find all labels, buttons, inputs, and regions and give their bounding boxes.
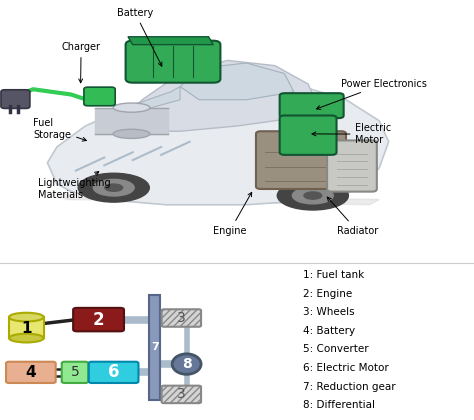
Ellipse shape: [277, 181, 348, 210]
FancyBboxPatch shape: [256, 131, 346, 189]
FancyBboxPatch shape: [126, 41, 220, 83]
Text: 5: 5: [71, 365, 79, 379]
Bar: [9, 317, 44, 338]
Text: Lightweighting
Materials: Lightweighting Materials: [38, 172, 110, 200]
Text: 3: 3: [177, 387, 186, 402]
Text: 4: Battery: 4: Battery: [303, 326, 355, 336]
Text: Fuel
Storage: Fuel Storage: [33, 118, 86, 141]
Ellipse shape: [9, 334, 44, 342]
Text: 8: Differential: 8: Differential: [303, 400, 375, 410]
Text: Electric
Motor: Electric Motor: [312, 123, 392, 145]
Text: 3: Wheels: 3: Wheels: [303, 307, 355, 317]
Text: 1: Fuel tank: 1: Fuel tank: [303, 270, 364, 280]
Polygon shape: [47, 79, 389, 205]
Text: 5: Converter: 5: Converter: [303, 344, 368, 354]
Ellipse shape: [78, 173, 149, 202]
Polygon shape: [118, 87, 180, 126]
Polygon shape: [128, 37, 213, 45]
Text: 8: 8: [182, 357, 191, 371]
Ellipse shape: [93, 179, 134, 196]
Text: 2: 2: [93, 311, 104, 328]
Text: Charger: Charger: [62, 42, 100, 83]
FancyBboxPatch shape: [280, 116, 337, 155]
FancyBboxPatch shape: [6, 362, 55, 383]
Text: Battery: Battery: [117, 8, 162, 66]
Text: 6: 6: [108, 363, 119, 381]
FancyBboxPatch shape: [84, 87, 115, 106]
Polygon shape: [180, 63, 294, 100]
Ellipse shape: [9, 313, 44, 321]
Text: 7: Reduction gear: 7: Reduction gear: [303, 382, 395, 391]
FancyBboxPatch shape: [162, 386, 201, 403]
Ellipse shape: [113, 129, 150, 139]
Ellipse shape: [304, 192, 322, 199]
FancyBboxPatch shape: [73, 308, 124, 331]
Text: 1: 1: [21, 321, 32, 336]
Polygon shape: [118, 60, 318, 131]
Polygon shape: [95, 108, 168, 134]
Text: 3: 3: [177, 311, 186, 325]
FancyBboxPatch shape: [1, 90, 30, 108]
FancyBboxPatch shape: [327, 140, 377, 192]
Text: Radiator: Radiator: [327, 197, 378, 236]
Text: 4: 4: [26, 365, 36, 380]
FancyBboxPatch shape: [162, 309, 201, 327]
Ellipse shape: [113, 103, 150, 112]
FancyBboxPatch shape: [280, 93, 344, 118]
Polygon shape: [57, 194, 379, 205]
Ellipse shape: [172, 354, 201, 374]
Text: Power Electronics: Power Electronics: [317, 79, 427, 109]
FancyBboxPatch shape: [62, 362, 88, 383]
Text: 7: 7: [151, 342, 159, 352]
FancyBboxPatch shape: [89, 362, 138, 383]
Ellipse shape: [292, 187, 333, 204]
Bar: [149, 295, 160, 399]
Text: 2: Engine: 2: Engine: [303, 289, 352, 299]
Text: Engine: Engine: [213, 192, 252, 236]
Ellipse shape: [105, 184, 123, 191]
Text: 6: Electric Motor: 6: Electric Motor: [303, 363, 389, 373]
